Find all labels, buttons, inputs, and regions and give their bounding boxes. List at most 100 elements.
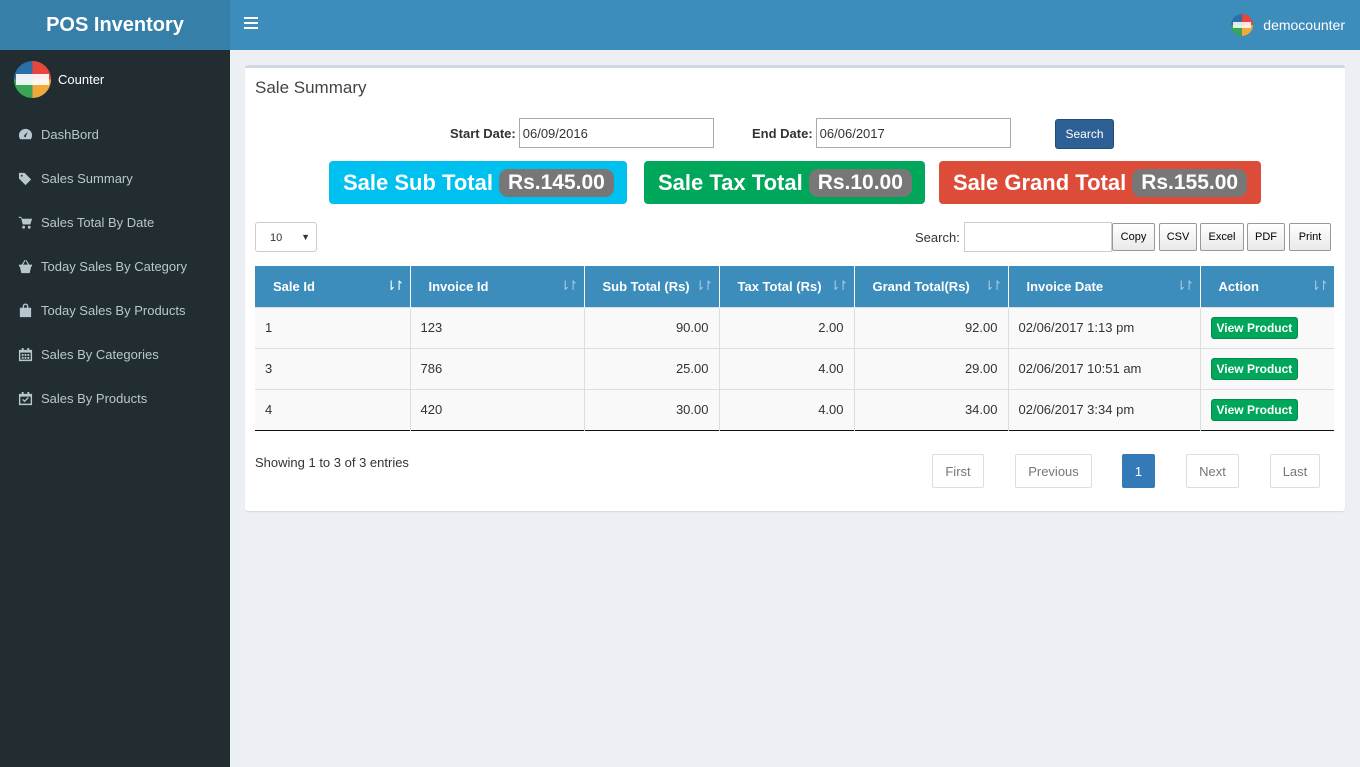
cell-sub-total: 30.00 — [584, 388, 720, 430]
view-product-button[interactable]: View Product — [1210, 357, 1299, 380]
table-row: 1 123 90.00 2.00 92.00 02/06/2017 1:13 p… — [255, 306, 1334, 348]
table-row: 3 786 25.00 4.00 29.00 02/06/2017 10:51 … — [255, 347, 1334, 389]
pagination-previous[interactable]: Previous — [1015, 454, 1092, 488]
sale-sub-total-stat: Sale Sub Total Rs.145.00 — [329, 161, 627, 204]
sidebar-item-label: Today Sales By Category — [41, 258, 187, 274]
user-panel: Counter — [14, 61, 104, 98]
cell-sale-id: 1 — [255, 306, 411, 348]
user-name: democounter — [1263, 17, 1345, 33]
sort-icon: ⇂↾ — [559, 278, 579, 293]
user-avatar-icon — [1231, 14, 1254, 36]
page-title: Sale Summary — [255, 78, 367, 97]
cell-invoice-id: 786 — [410, 347, 585, 389]
cell-grand-total: 34.00 — [854, 388, 1009, 430]
start-date-group: Start Date: — [450, 118, 714, 148]
sidebar-item-sales-by-categories[interactable]: Sales By Categories — [0, 332, 230, 376]
excel-button[interactable]: Excel — [1200, 223, 1244, 251]
sidebar-item-dashboard[interactable]: DashBord — [0, 112, 230, 156]
column-header-action[interactable]: Action ⇂↾ — [1200, 266, 1334, 307]
sidebar-item-sales-summary[interactable]: Sales Summary — [0, 156, 230, 200]
end-date-input[interactable] — [815, 118, 1011, 148]
sidebar-item-today-sales-by-products[interactable]: Today Sales By Products — [0, 288, 230, 332]
cell-tax-total: 4.00 — [719, 388, 855, 430]
cell-action: View Product — [1200, 388, 1334, 430]
sale-tax-total-stat: Sale Tax Total Rs.10.00 — [644, 161, 925, 204]
stat-label: Sale Sub Total — [343, 169, 493, 195]
sale-summary-box: Sale Summary Start Date: End Date: Searc… — [245, 65, 1345, 511]
brand-logo[interactable]: POS Inventory — [0, 0, 230, 50]
sidebar-item-label: Sales Total By Date — [41, 214, 155, 230]
cell-tax-total: 4.00 — [719, 347, 855, 389]
sidebar-item-today-sales-by-category[interactable]: Today Sales By Category — [0, 244, 230, 288]
end-date-group: End Date: — [752, 118, 1011, 148]
top-navbar: POS Inventory democounter — [0, 0, 1360, 50]
calendar-check-icon — [18, 391, 33, 405]
start-date-label: Start Date: — [450, 125, 516, 141]
pagination-next[interactable]: Next — [1186, 454, 1239, 488]
caret-down-icon: ▼ — [301, 232, 310, 242]
cell-invoice-date: 02/06/2017 10:51 am — [1008, 347, 1201, 389]
page-length-select[interactable]: 10 ▼ — [255, 222, 317, 252]
user-menu[interactable]: democounter — [1231, 0, 1345, 50]
end-date-label: End Date: — [752, 125, 813, 141]
table-row: 4 420 30.00 4.00 34.00 02/06/2017 3:34 p… — [255, 388, 1334, 430]
pagination-last[interactable]: Last — [1270, 454, 1320, 488]
sort-icon: ⇂↾ — [1310, 278, 1329, 293]
pagination-page-1[interactable]: 1 — [1122, 454, 1155, 488]
profile-avatar-icon — [14, 61, 51, 98]
calendar-icon — [18, 347, 33, 361]
column-header-invoice-date[interactable]: Invoice Date ⇂↾ — [1008, 266, 1201, 307]
cell-action: View Product — [1200, 347, 1334, 389]
sidebar-item-label: Today Sales By Products — [41, 302, 186, 318]
cell-sale-id: 4 — [255, 388, 411, 430]
stat-value: Rs.155.00 — [1132, 168, 1248, 197]
view-product-button[interactable]: View Product — [1210, 316, 1299, 339]
cell-sale-id: 3 — [255, 347, 411, 389]
cell-sub-total: 90.00 — [584, 306, 720, 348]
profile-name: Counter — [58, 72, 105, 87]
stat-value: Rs.145.00 — [498, 168, 614, 197]
sidebar-item-label: Sales By Products — [41, 390, 148, 406]
column-header-invoice-id[interactable]: Invoice Id ⇂↾ — [410, 266, 585, 307]
tags-icon — [18, 172, 32, 185]
search-button[interactable]: Search — [1055, 119, 1114, 149]
sidebar-item-label: DashBord — [41, 126, 99, 142]
sidebar-item-label: Sales By Categories — [41, 346, 159, 362]
sort-icon: ⇂↾ — [983, 278, 1003, 293]
sort-asc-icon: ⇂↾ — [385, 278, 405, 293]
table-search-label: Search: — [915, 230, 960, 245]
sort-icon: ⇂↾ — [829, 278, 849, 293]
cell-tax-total: 2.00 — [719, 306, 855, 348]
cart-icon — [18, 216, 33, 229]
cell-invoice-date: 02/06/2017 1:13 pm — [1008, 306, 1201, 348]
stat-label: Sale Tax Total — [658, 169, 803, 195]
cell-grand-total: 29.00 — [854, 347, 1009, 389]
sidebar-item-sales-total-by-date[interactable]: Sales Total By Date — [0, 200, 230, 244]
view-product-button[interactable]: View Product — [1210, 398, 1299, 421]
sidebar-item-sales-by-products[interactable]: Sales By Products — [0, 376, 230, 420]
copy-button[interactable]: Copy — [1112, 223, 1155, 251]
stat-label: Sale Grand Total — [953, 169, 1127, 195]
csv-button[interactable]: CSV — [1159, 223, 1197, 251]
sidebar-toggle-icon[interactable] — [244, 17, 258, 31]
pagination-first[interactable]: First — [932, 454, 984, 488]
start-date-input[interactable] — [518, 118, 714, 148]
column-header-grand-total[interactable]: Grand Total(Rs) ⇂↾ — [854, 266, 1009, 307]
cell-grand-total: 92.00 — [854, 306, 1009, 348]
sales-table: Sale Id ⇂↾ Invoice Id ⇂↾ Sub Total (Rs) ⇂↾ … — [255, 266, 1334, 431]
column-header-tax-total[interactable]: Tax Total (Rs) ⇂↾ — [719, 266, 855, 307]
table-search-input[interactable] — [964, 222, 1112, 252]
print-button[interactable]: Print — [1289, 223, 1331, 251]
dashboard-icon — [18, 128, 33, 139]
sidebar-menu: DashBord Sales Summary Sales Total By Da… — [0, 112, 230, 420]
cell-action: View Product — [1200, 306, 1334, 348]
cell-invoice-id: 420 — [410, 388, 585, 430]
sort-icon: ⇂↾ — [694, 278, 714, 293]
cell-sub-total: 25.00 — [584, 347, 720, 389]
sale-grand-total-stat: Sale Grand Total Rs.155.00 — [939, 161, 1261, 204]
pdf-button[interactable]: PDF — [1247, 223, 1285, 251]
table-header-row: Sale Id ⇂↾ Invoice Id ⇂↾ Sub Total (Rs) ⇂↾ … — [255, 266, 1334, 307]
column-header-sale-id[interactable]: Sale Id ⇂↾ — [255, 266, 411, 307]
page-length-value: 10 — [270, 232, 283, 244]
column-header-sub-total[interactable]: Sub Total (Rs) ⇂↾ — [584, 266, 720, 307]
